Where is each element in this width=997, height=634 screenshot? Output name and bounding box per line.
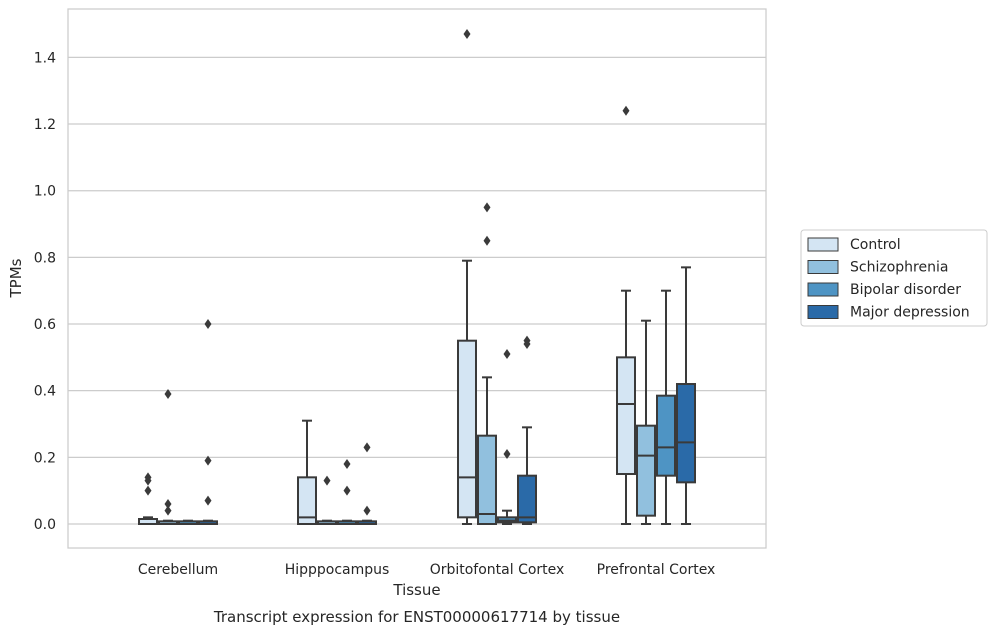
box-schizophrenia: [317, 475, 337, 526]
box-schizophrenia: [158, 389, 178, 526]
outlier-point: [622, 105, 630, 116]
outlier-point: [503, 449, 511, 460]
x-tick-label: Prefrontal Cortex: [597, 562, 716, 578]
box-bipolar-disorder: [656, 289, 676, 525]
box-iqr: [477, 434, 497, 526]
legend-label: Schizophrenia: [850, 260, 948, 276]
x-axis-label: Tissue: [392, 581, 440, 599]
box-iqr: [297, 476, 317, 526]
x-tick-label: Hipppocampus: [285, 562, 390, 578]
outlier-point: [144, 475, 152, 486]
outlier-point: [363, 505, 371, 516]
box-control: [457, 29, 477, 525]
legend: Control Schizophrenia Bipolar disorder Majo…: [800, 229, 988, 327]
box-iqr: [616, 356, 636, 476]
outlier-point: [503, 349, 511, 360]
y-tick-label: 0.2: [34, 450, 56, 466]
outlier-point: [164, 505, 172, 516]
box-major-depression: [357, 442, 377, 526]
legend-label: Bipolar disorder: [850, 282, 961, 298]
y-tick-label: 1.2: [34, 117, 56, 133]
box-major-depression: [517, 335, 537, 525]
outlier-point: [463, 29, 471, 40]
box-bipolar-disorder: [178, 519, 198, 526]
box-groups: [138, 29, 696, 526]
outlier-point: [323, 475, 331, 486]
outlier-point: [164, 499, 172, 510]
box-major-depression: [198, 319, 218, 526]
y-tick-label: 1.0: [34, 184, 56, 200]
box-bipolar-disorder: [497, 349, 517, 525]
box-iqr: [517, 474, 537, 524]
box-control: [616, 105, 636, 525]
box-control: [138, 472, 158, 525]
outlier-point: [483, 202, 491, 213]
box-iqr: [457, 339, 477, 519]
x-tick-label: Cerebellum: [138, 562, 218, 578]
legend-label: Major depression: [850, 305, 970, 321]
y-tick-label: 1.4: [34, 50, 56, 66]
y-tick-label: 0.6: [34, 317, 56, 333]
outlier-point: [204, 495, 212, 506]
legend-swatch: [807, 305, 839, 319]
box-iqr: [636, 424, 656, 517]
box-iqr: [676, 383, 696, 484]
x-tick-label: Orbitofontal Cortex: [430, 562, 565, 578]
chart-caption: Transcript expression for ENST0000061771…: [213, 608, 620, 626]
outlier-point: [343, 459, 351, 470]
outlier-point: [164, 389, 172, 400]
box-schizophrenia: [477, 202, 497, 526]
y-tick-label: 0.8: [34, 250, 56, 266]
outlier-point: [343, 485, 351, 496]
outlier-point: [523, 339, 531, 350]
outlier-point: [363, 442, 371, 453]
outlier-point: [204, 319, 212, 330]
outlier-point: [144, 485, 152, 496]
box-schizophrenia: [636, 319, 656, 525]
outlier-point: [483, 235, 491, 246]
y-tick-labels: 0.0 0.2 0.4 0.6 0.8 1.0 1.2 1.4: [34, 50, 56, 533]
y-tick-label: 0.0: [34, 517, 56, 533]
legend-label: Control: [850, 237, 901, 253]
box-major-depression: [676, 266, 696, 525]
legend-frame: [800, 229, 988, 327]
legend-swatch: [807, 260, 839, 274]
y-tick-label: 0.4: [34, 384, 56, 400]
x-tick-labels: Cerebellum Hipppocampus Orbitofontal Corte…: [138, 562, 715, 578]
y-axis-label: TPMs: [7, 258, 25, 298]
legend-swatch: [807, 282, 839, 297]
box-iqr: [656, 394, 676, 477]
plot-frame: [67, 8, 767, 549]
box-bipolar-disorder: [337, 459, 357, 526]
legend-swatch: [807, 237, 839, 252]
outlier-point: [204, 455, 212, 466]
box-control: [297, 419, 317, 526]
